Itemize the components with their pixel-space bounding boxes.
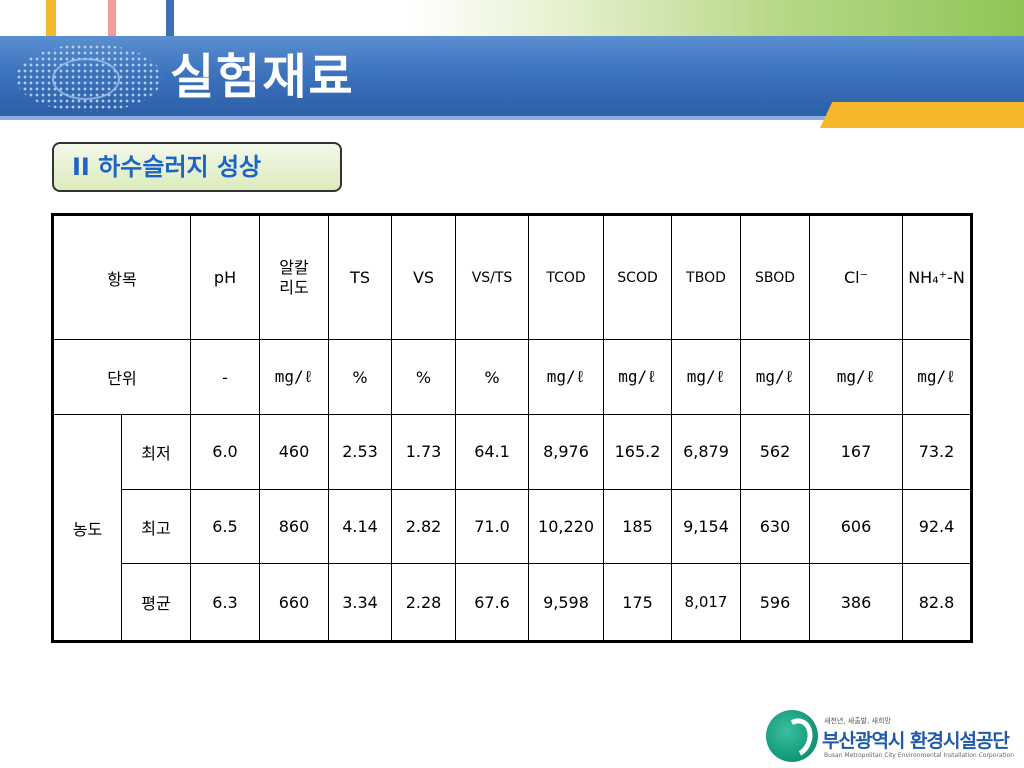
top-decoration-strip xyxy=(0,0,1024,36)
header-cell-vs: VS xyxy=(391,213,457,341)
value-cell: 4.14 xyxy=(328,488,393,565)
value-cell: 67.6 xyxy=(455,563,530,642)
value-cell: 73.2 xyxy=(902,414,972,490)
header-cell-tbod: TBOD xyxy=(671,213,742,341)
value-cell: 596 xyxy=(740,563,811,642)
unit-cell: mg/ℓ xyxy=(809,339,904,416)
value-cell: 606 xyxy=(809,488,904,565)
decor-square-pink xyxy=(108,0,116,36)
value-cell: 2.82 xyxy=(391,488,457,565)
header-cell-tcod: TCOD xyxy=(528,213,605,341)
value-cell: 6.0 xyxy=(190,414,261,490)
header-cell-ph: pH xyxy=(190,213,261,341)
sludge-properties-table: 항목 pH 알칼 리도 TS VS VS/TS TCOD SCOD TBOD S… xyxy=(51,213,973,643)
logo-tagline: 새천년, 새출발, 새희망 xyxy=(824,717,891,725)
header-cell-nh4: NH₄⁺-N xyxy=(902,213,972,341)
header-cell-alkalinity: 알칼 리도 xyxy=(259,213,330,341)
header-row: 항목 pH 알칼 리도 TS VS VS/TS TCOD SCOD TBOD S… xyxy=(51,213,972,341)
row-label-avg: 평균 xyxy=(120,563,192,642)
unit-cell: mg/ℓ xyxy=(603,339,673,416)
value-cell: 10,220 xyxy=(528,488,605,565)
title-band-shadow xyxy=(0,116,1024,120)
decor-square-blue xyxy=(166,0,174,36)
unit-cell: % xyxy=(328,339,393,416)
value-cell: 92.4 xyxy=(902,488,972,565)
value-cell: 9,598 xyxy=(528,563,605,642)
value-cell: 9,154 xyxy=(671,488,742,565)
header-cell-cl: Cl⁻ xyxy=(809,213,904,341)
decor-square-yellow xyxy=(46,0,56,36)
logo-emblem-icon xyxy=(766,710,818,763)
value-cell: 167 xyxy=(809,414,904,490)
decor-square-white xyxy=(56,0,108,36)
value-cell: 71.0 xyxy=(455,488,530,565)
organization-logo: 새천년, 새출발, 새희망 부산광역시 환경시설공단 Busan Metropo… xyxy=(766,708,1018,764)
value-cell: 860 xyxy=(259,488,330,565)
header-cell-sbod: SBOD xyxy=(740,213,811,341)
decor-square-white-2 xyxy=(116,0,166,36)
table-row-max: 최고 6.5 860 4.14 2.82 71.0 10,220 185 9,1… xyxy=(53,488,972,565)
value-cell: 165.2 xyxy=(603,414,673,490)
value-cell: 185 xyxy=(603,488,673,565)
header-cell-scod: SCOD xyxy=(603,213,673,341)
unit-cell: mg/ℓ xyxy=(671,339,742,416)
value-cell: 6.3 xyxy=(190,563,261,642)
logo-english-name: Busan Metropolitan City Environmental In… xyxy=(824,752,1015,759)
table-row-avg: 평균 6.3 660 3.34 2.28 67.6 9,598 175 8,01… xyxy=(53,563,972,642)
value-cell: 1.73 xyxy=(391,414,457,490)
value-cell: 6.5 xyxy=(190,488,261,565)
value-cell: 8,976 xyxy=(528,414,605,490)
header-cell-ts: TS xyxy=(328,213,393,341)
unit-row: 단위 - mg/ℓ % % % mg/ℓ mg/ℓ mg/ℓ mg/ℓ mg/ℓ… xyxy=(51,339,972,416)
title-band-accent xyxy=(820,102,1024,128)
unit-cell: % xyxy=(391,339,457,416)
value-cell: 6,879 xyxy=(671,414,742,490)
value-cell: 460 xyxy=(259,414,330,490)
unit-cell: mg/ℓ xyxy=(740,339,811,416)
unit-cell: mg/ℓ xyxy=(528,339,605,416)
logo-name: 부산광역시 환경시설공단 xyxy=(822,730,1010,752)
value-cell: 2.28 xyxy=(391,563,457,642)
section-label: II 하수슬러지 성상 xyxy=(72,153,262,181)
value-cell: 660 xyxy=(259,563,330,642)
value-cell: 64.1 xyxy=(455,414,530,490)
row-label-max: 최고 xyxy=(120,488,192,565)
unit-cell: mg/ℓ xyxy=(902,339,972,416)
header-item-cell: 항목 xyxy=(51,213,192,341)
section-label-box: II 하수슬러지 성상 xyxy=(52,142,342,192)
row-label-min: 최저 xyxy=(120,414,192,490)
slide-title: 실험재료 xyxy=(170,49,355,105)
unit-cell: - xyxy=(190,339,261,416)
unit-cell: % xyxy=(455,339,530,416)
value-cell: 2.53 xyxy=(328,414,393,490)
value-cell: 175 xyxy=(603,563,673,642)
concentration-label-cell: 농도 xyxy=(52,414,122,642)
value-cell: 562 xyxy=(740,414,811,490)
header-cell-vs-ts: VS/TS xyxy=(455,213,530,341)
unit-cell: mg/ℓ xyxy=(259,339,330,416)
value-cell: 386 xyxy=(809,563,904,642)
value-cell: 82.8 xyxy=(902,563,972,642)
value-cell: 8,017 xyxy=(671,563,742,642)
value-cell: 3.34 xyxy=(328,563,393,642)
globe-ring-icon xyxy=(52,58,120,100)
unit-label-cell: 단위 xyxy=(51,339,192,416)
table-row-min: 농도 최저 6.0 460 2.53 1.73 64.1 8,976 165.2… xyxy=(52,414,972,642)
value-cell: 630 xyxy=(740,488,811,565)
